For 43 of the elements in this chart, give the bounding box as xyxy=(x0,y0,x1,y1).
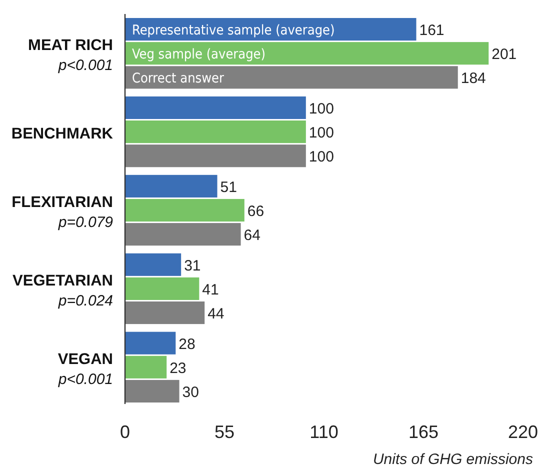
bar xyxy=(125,66,458,89)
y-tick-label: VEGETARIAN p=0.024 xyxy=(12,272,113,310)
x-tick-label: 55 xyxy=(214,422,235,442)
y-tick-label: FLEXITARIAN p=0.079 xyxy=(12,194,114,231)
bar xyxy=(125,253,182,276)
data-label: 100 xyxy=(308,148,334,166)
x-tick-label: 0 xyxy=(120,422,130,442)
series-label: Veg sample (average) xyxy=(132,46,266,63)
x-tick-label: 165 xyxy=(408,422,439,442)
data-label: 23 xyxy=(170,360,186,377)
bar xyxy=(125,198,244,222)
data-label: 44 xyxy=(208,306,224,323)
data-label: 41 xyxy=(202,281,219,298)
data-label: 184 xyxy=(460,70,486,88)
bar xyxy=(125,120,306,144)
data-label: 30 xyxy=(182,384,199,401)
data-label: 31 xyxy=(184,257,201,274)
series-label: Correct answer xyxy=(132,70,224,87)
data-label: 64 xyxy=(244,227,260,244)
bar xyxy=(125,144,306,168)
data-label: 161 xyxy=(419,22,444,40)
data-label: 51 xyxy=(220,178,237,196)
data-label: 66 xyxy=(247,203,264,220)
data-label: 201 xyxy=(492,46,517,64)
y-tick-label: MEAT RICH p<0.001 xyxy=(28,37,113,74)
y-tick-label: BENCHMARK xyxy=(11,126,114,143)
data-label: 100 xyxy=(308,124,334,142)
bar xyxy=(125,277,200,300)
bar xyxy=(125,301,205,324)
data-label: 28 xyxy=(178,336,196,353)
bar xyxy=(125,223,241,246)
x-tick-label: 220 xyxy=(508,422,538,442)
data-label: 100 xyxy=(308,100,334,118)
bar xyxy=(125,356,167,378)
x-axis-title: Units of GHG emissions xyxy=(372,451,534,468)
bar xyxy=(125,42,489,65)
y-tick-label: VEGAN p<0.001 xyxy=(57,350,113,388)
x-tick-label: 110 xyxy=(310,422,338,442)
bar xyxy=(125,174,218,198)
bar xyxy=(125,96,306,120)
bar xyxy=(125,380,180,402)
series-label: Representative sample (average) xyxy=(132,22,335,39)
bar xyxy=(125,332,176,354)
